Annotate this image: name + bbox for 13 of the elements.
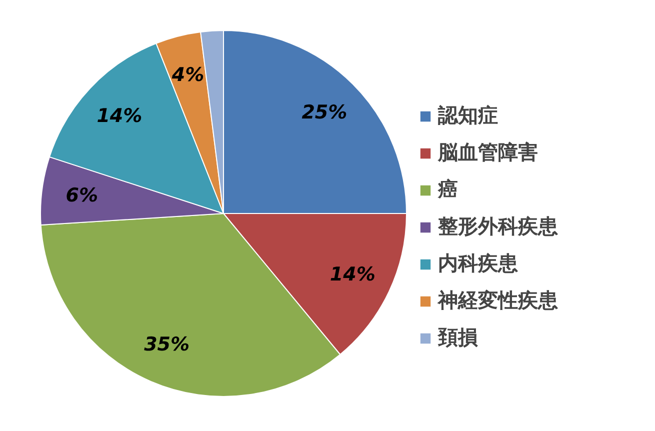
- legend-label: 頚損: [438, 324, 478, 351]
- data-label: 14%: [330, 263, 376, 286]
- data-label: 14%: [96, 104, 142, 127]
- data-label: 25%: [302, 102, 348, 124]
- legend-label: 整形外科疾患: [438, 213, 558, 240]
- data-label: 35%: [144, 334, 190, 356]
- legend-label: 脳血管障害: [438, 139, 538, 166]
- legend-label: 内科疾患: [438, 250, 518, 277]
- legend-label: 認知症: [438, 102, 498, 129]
- data-label: 4%: [170, 64, 204, 86]
- legend-label: 癌: [438, 176, 458, 203]
- legend-label: 神経変性疾患: [438, 287, 558, 314]
- data-label: 6%: [66, 184, 98, 207]
